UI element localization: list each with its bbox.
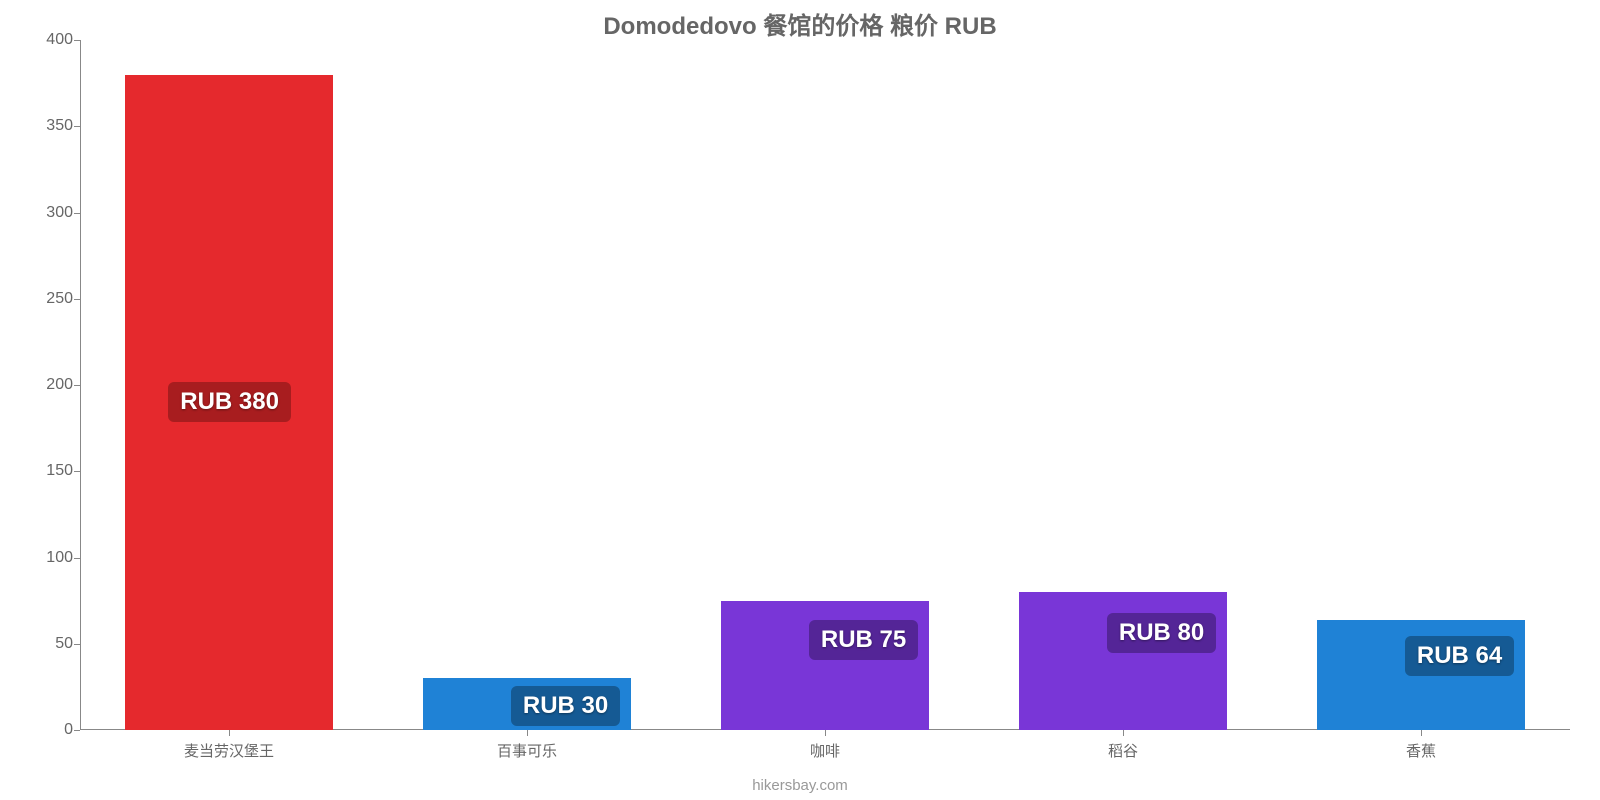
y-tick-mark (74, 299, 80, 300)
x-tick-mark (825, 730, 826, 736)
y-tick-mark (74, 730, 80, 731)
x-category-label: 咖啡 (810, 740, 840, 761)
y-tick-label: 150 (25, 462, 73, 480)
x-category-label: 麦当劳汉堡王 (184, 740, 274, 761)
x-category-label: 稻谷 (1108, 740, 1138, 761)
plot-area: RUB 380RUB 30RUB 75RUB 80RUB 64 05010015… (80, 40, 1570, 730)
y-tick-mark (74, 213, 80, 214)
y-tick-label: 50 (25, 635, 73, 653)
chart-attribution: hikersbay.com (0, 777, 1600, 794)
x-tick-mark (229, 730, 230, 736)
y-tick-label: 200 (25, 376, 73, 394)
y-tick-label: 400 (25, 31, 73, 49)
y-tick-mark (74, 126, 80, 127)
x-tick-mark (527, 730, 528, 736)
y-tick-mark (74, 471, 80, 472)
y-tick-label: 300 (25, 204, 73, 222)
y-tick-mark (74, 40, 80, 41)
y-tick-mark (74, 385, 80, 386)
y-tick-label: 250 (25, 290, 73, 308)
x-category-label: 百事可乐 (497, 740, 557, 761)
y-tick-label: 0 (25, 721, 73, 739)
bar-value-badge: RUB 80 (1107, 613, 1216, 653)
bar-value-badge: RUB 75 (809, 620, 918, 660)
chart-title: Domodedovo 餐馆的价格 粮价 RUB (0, 6, 1600, 41)
x-category-label: 香蕉 (1406, 740, 1436, 761)
price-bar-chart: Domodedovo 餐馆的价格 粮价 RUB RUB 380RUB 30RUB… (0, 0, 1600, 800)
bar-value-badge: RUB 380 (168, 382, 291, 422)
x-tick-mark (1123, 730, 1124, 736)
y-tick-label: 100 (25, 549, 73, 567)
bars-layer: RUB 380 RUB 30 RUB 75 RUB 80 RUB 64 (80, 40, 1570, 730)
x-tick-mark (1421, 730, 1422, 736)
bar-value-badge: RUB 64 (1405, 636, 1514, 676)
bar-value-badge: RUB 30 (511, 686, 620, 726)
y-tick-label: 350 (25, 117, 73, 135)
y-tick-mark (74, 644, 80, 645)
y-tick-mark (74, 558, 80, 559)
